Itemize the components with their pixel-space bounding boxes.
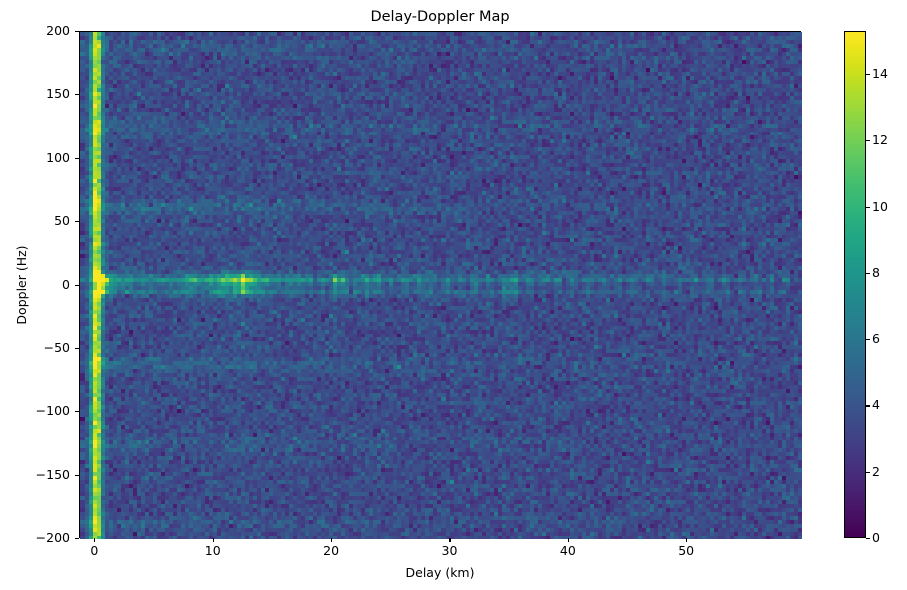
colorbar-tick-mark — [866, 471, 870, 473]
y-tick-mark — [75, 538, 79, 540]
y-tick-label-text: −50 — [43, 339, 70, 355]
y-tick-mark — [75, 31, 79, 33]
colorbar-tick-label: 12 — [872, 132, 888, 148]
y-tick-label: 100 — [46, 150, 94, 166]
colorbar — [844, 31, 866, 538]
colorbar-gradient — [845, 32, 865, 537]
y-tick-mark — [75, 284, 79, 286]
y-tick-label-text: −100 — [35, 403, 70, 419]
x-tick-mark — [449, 538, 451, 542]
x-tick-label: 0 — [90, 543, 99, 558]
colorbar-tick-mark — [866, 74, 870, 76]
colorbar-tick-label: 4 — [872, 397, 880, 413]
y-tick-label: −100 — [36, 403, 104, 419]
colorbar-tick-label: 8 — [872, 264, 880, 280]
y-tick-label-text: 0 — [62, 276, 70, 292]
y-tick-label: 50 — [54, 213, 86, 229]
colorbar-tick-label: 10 — [872, 198, 888, 214]
delay-doppler-heatmap — [80, 32, 802, 539]
x-axis-label: Delay (km) — [405, 565, 475, 580]
x-tick-label: 50 — [678, 543, 695, 558]
y-tick-label-text: 200 — [46, 23, 70, 38]
colorbar-tick-mark — [866, 206, 870, 208]
colorbar-tick-mark — [866, 538, 870, 540]
x-tick-label: 20 — [323, 543, 340, 558]
x-tick-mark — [686, 538, 688, 542]
y-tick-label: −50 — [44, 340, 96, 356]
y-tick-mark — [75, 411, 79, 413]
colorbar-tick-label: 14 — [872, 66, 888, 82]
y-tick-mark — [75, 347, 79, 349]
colorbar-tick-mark — [866, 272, 870, 274]
y-tick-label-text: −200 — [35, 530, 70, 545]
y-tick-mark — [75, 474, 79, 476]
y-tick-label-text: 50 — [54, 213, 70, 229]
y-tick-mark — [75, 221, 79, 223]
y-tick-label: 200 — [46, 23, 94, 39]
y-tick-label: 150 — [46, 86, 94, 102]
y-tick-label-text: 150 — [46, 86, 70, 102]
y-tick-label-text: −150 — [35, 466, 70, 482]
x-tick-mark — [94, 538, 96, 542]
x-tick-label: 30 — [441, 543, 458, 558]
y-tick-mark — [75, 94, 79, 96]
y-tick-label: −200 — [36, 530, 104, 546]
colorbar-tick-mark — [866, 140, 870, 142]
colorbar-tick-label: 6 — [872, 331, 880, 347]
colorbar-tick-mark — [866, 405, 870, 407]
x-tick-mark — [567, 538, 569, 542]
x-tick-label: 10 — [204, 543, 221, 558]
x-tick-mark — [212, 538, 214, 542]
x-tick-label: 40 — [559, 543, 576, 558]
y-tick-mark — [75, 157, 79, 159]
y-tick-label: −150 — [36, 467, 104, 483]
page-title: Delay-Doppler Map — [370, 9, 510, 25]
y-axis-label: Doppler (Hz) — [14, 245, 29, 325]
colorbar-tick-label: 2 — [872, 463, 880, 479]
y-tick-label: 0 — [62, 277, 78, 293]
heatmap-plot-area — [79, 31, 802, 539]
x-tick-mark — [331, 538, 333, 542]
colorbar-tick-label: 0 — [872, 530, 880, 545]
y-tick-label-text: 100 — [46, 149, 70, 165]
colorbar-tick-mark — [866, 339, 870, 341]
